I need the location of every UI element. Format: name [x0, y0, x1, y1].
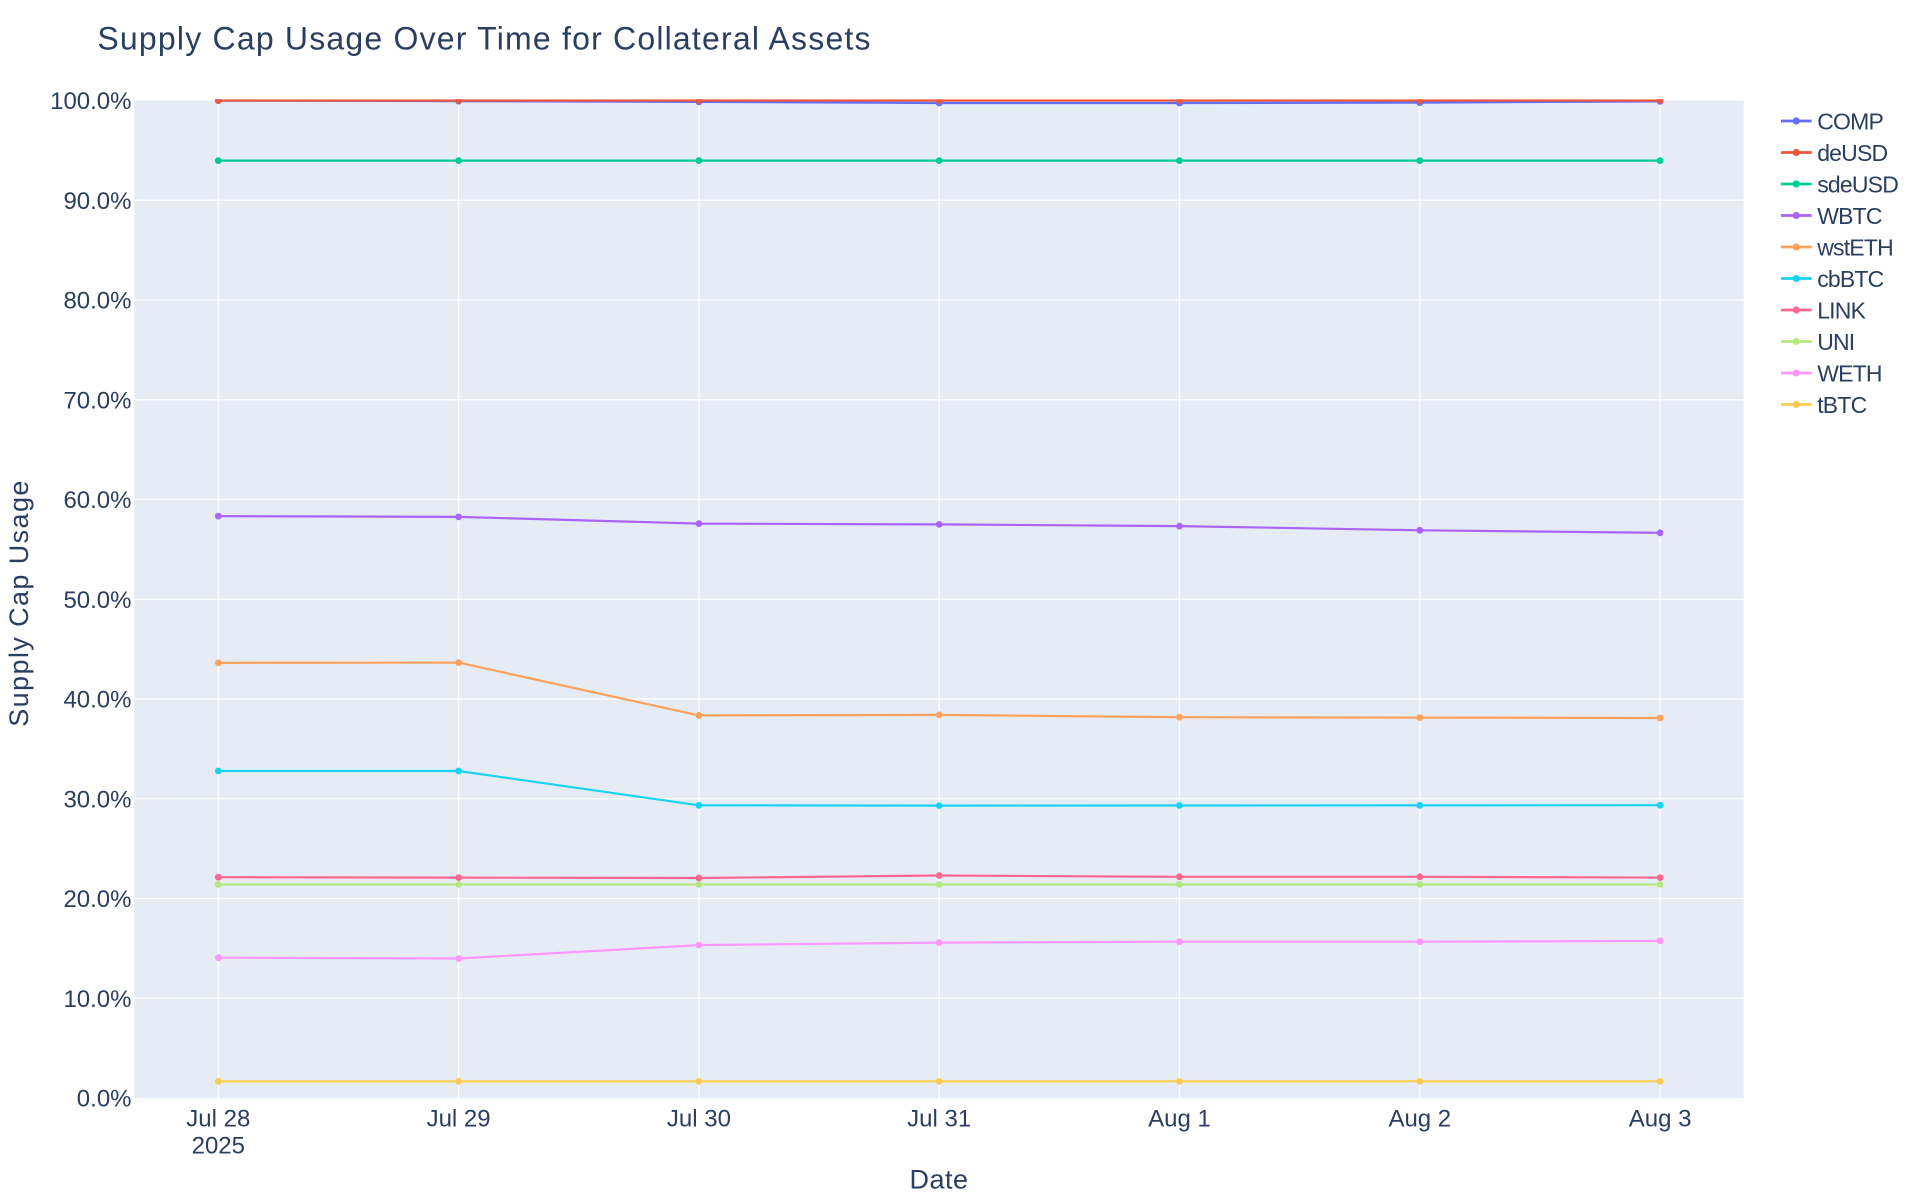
svg-text:cbBTC: cbBTC: [1817, 266, 1883, 292]
svg-text:Supply Cap Usage Over Time for: Supply Cap Usage Over Time for Collatera…: [97, 20, 871, 56]
svg-text:Aug 3: Aug 3: [1629, 1106, 1692, 1133]
svg-text:20.0%: 20.0%: [63, 886, 131, 913]
svg-text:tBTC: tBTC: [1817, 392, 1866, 418]
svg-text:Date: Date: [909, 1164, 968, 1194]
svg-text:0.0%: 0.0%: [77, 1086, 132, 1113]
svg-text:40.0%: 40.0%: [63, 687, 131, 714]
svg-text:WBTC: WBTC: [1817, 203, 1882, 229]
svg-text:sdeUSD: sdeUSD: [1817, 171, 1898, 197]
svg-text:Jul 29: Jul 29: [427, 1106, 491, 1133]
svg-text:2025: 2025: [192, 1133, 245, 1160]
svg-text:Aug 1: Aug 1: [1148, 1106, 1211, 1133]
svg-text:70.0%: 70.0%: [63, 387, 131, 414]
svg-text:60.0%: 60.0%: [63, 487, 131, 514]
svg-text:80.0%: 80.0%: [63, 288, 131, 315]
svg-text:Jul 31: Jul 31: [907, 1106, 971, 1133]
svg-text:Supply Cap Usage: Supply Cap Usage: [4, 479, 34, 727]
svg-text:LINK: LINK: [1817, 297, 1866, 323]
svg-text:10.0%: 10.0%: [63, 986, 131, 1013]
svg-text:30.0%: 30.0%: [63, 786, 131, 813]
svg-text:WETH: WETH: [1817, 360, 1882, 386]
svg-text:deUSD: deUSD: [1817, 140, 1887, 166]
svg-text:Jul 30: Jul 30: [667, 1106, 731, 1133]
svg-text:COMP: COMP: [1817, 108, 1883, 134]
svg-text:wstETH: wstETH: [1816, 234, 1893, 260]
svg-text:UNI: UNI: [1817, 329, 1854, 355]
svg-text:Aug 2: Aug 2: [1388, 1106, 1451, 1133]
svg-text:Jul 28: Jul 28: [186, 1106, 250, 1133]
svg-text:100.0%: 100.0%: [50, 88, 131, 115]
svg-text:90.0%: 90.0%: [63, 188, 131, 215]
svg-text:50.0%: 50.0%: [63, 587, 131, 614]
